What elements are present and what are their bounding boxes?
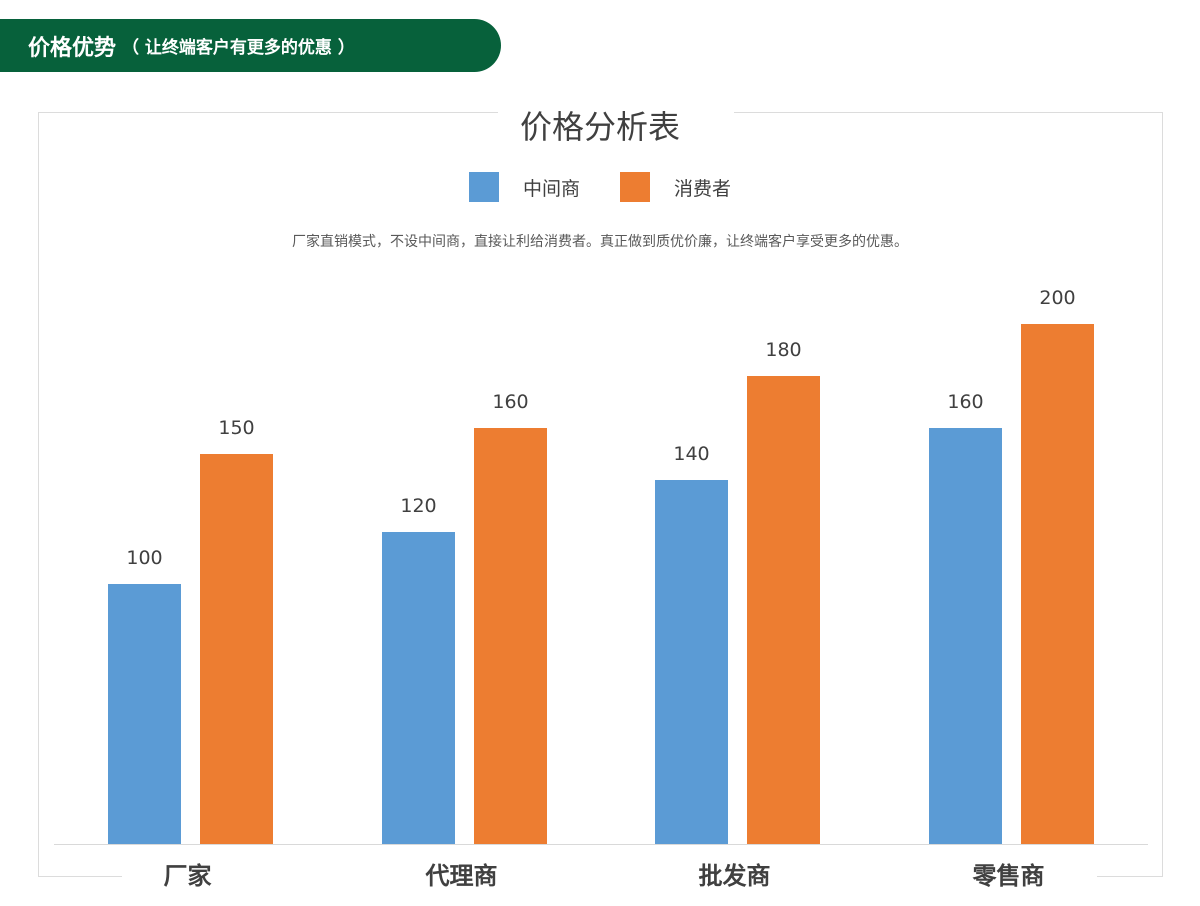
legend-item-series-1: 中间商 — [468, 172, 580, 202]
bar-1-1 — [108, 584, 181, 844]
bar-2-1 — [200, 454, 273, 844]
header-title: 价格优势 — [28, 35, 117, 61]
chart-legend: 中间商 消费者 — [0, 172, 1200, 202]
data-label-1-4: 160 — [947, 391, 983, 413]
frame-bottom-gap — [122, 868, 1097, 884]
bar-1-2 — [382, 532, 455, 844]
data-label-1-1: 100 — [126, 547, 162, 569]
header-bar: 价格优势 （ 让终端客户有更多的优惠 ） — [0, 19, 501, 72]
header-subtitle: （ 让终端客户有更多的优惠 ） — [122, 38, 355, 58]
data-label-2-2: 160 — [492, 391, 528, 413]
category-label-3: 批发商 — [699, 862, 771, 890]
data-label-1-2: 120 — [400, 495, 436, 517]
data-label-2-4: 200 — [1039, 287, 1075, 309]
data-label-1-3: 140 — [673, 443, 709, 465]
category-label-2: 代理商 — [425, 862, 498, 890]
legend-item-series-2: 消费者 — [620, 172, 731, 202]
legend-swatch-series-1 — [468, 172, 499, 202]
category-label-1: 厂家 — [164, 862, 212, 890]
chart-title: 价格分析表 — [519, 108, 680, 146]
legend-label-series-2: 消费者 — [674, 177, 732, 200]
frame-title-gap — [498, 105, 734, 125]
bar-2-2 — [474, 428, 547, 844]
bar-2-4 — [1021, 324, 1094, 844]
bar-2-3 — [747, 376, 820, 844]
legend-label-series-1: 中间商 — [522, 177, 580, 200]
data-label-2-3: 180 — [765, 339, 801, 361]
category-label-4: 零售商 — [972, 862, 1045, 890]
chart-note: 厂家直销模式，不设中间商，直接让利给消费者。真正做到质优价廉，让终端客户享受更多… — [292, 234, 908, 250]
data-label-2-1: 150 — [218, 417, 254, 439]
legend-swatch-series-2 — [620, 172, 650, 202]
bar-1-4 — [929, 428, 1002, 844]
bar-1-3 — [655, 480, 728, 844]
